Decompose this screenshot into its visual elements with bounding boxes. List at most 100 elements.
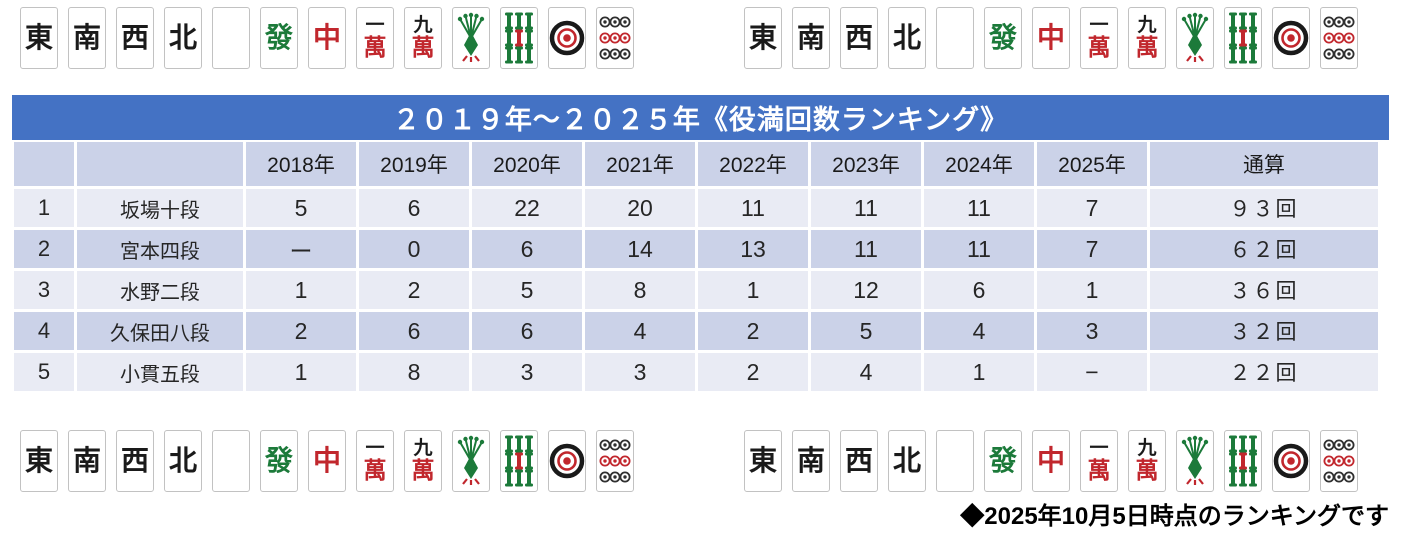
total-value: ６２回 [1150,230,1378,268]
year-value: ー [246,230,356,268]
year-value: 3 [1037,312,1147,350]
tile-white-dragon [936,430,974,492]
tile-west-wind: 西 [840,7,878,69]
footer-note: ◆2025年10月5日時点のランキングです [960,503,1389,530]
rank-cell: 4 [14,312,74,350]
tile-strip-bottom-right: 東南西北發中一萬九萬 [744,430,1358,492]
year-value: 2 [698,353,808,391]
tile-one-man: 一萬 [1080,7,1118,69]
total-value: ３２回 [1150,312,1378,350]
tile-one-sou [452,430,490,492]
column-header-2018: 2018年 [246,142,356,186]
year-value: 0 [359,230,469,268]
tile-west-wind: 西 [116,7,154,69]
rank-cell: 3 [14,271,74,309]
column-header-total: 通算 [1150,142,1378,186]
year-value: 6 [359,312,469,350]
year-value: 4 [924,312,1034,350]
tile-green-dragon: 發 [984,430,1022,492]
tile-one-pin [1272,7,1310,69]
tile-nine-sou [500,7,538,69]
rank-cell: 1 [14,189,74,227]
tile-white-dragon [212,430,250,492]
tile-east-wind: 東 [744,430,782,492]
tile-green-dragon: 發 [260,7,298,69]
column-header-2024: 2024年 [924,142,1034,186]
player-name: 久保田八段 [77,312,243,350]
total-value: ２２回 [1150,353,1378,391]
tile-red-dragon: 中 [1032,430,1070,492]
rank-cell: 2 [14,230,74,268]
year-value: 8 [359,353,469,391]
year-value: 5 [811,312,921,350]
tile-one-sou [1176,7,1214,69]
table-row: 4 久保田八段 2 6 6 4 2 5 4 3 ３２回 [14,312,1378,350]
tile-one-sou [1176,430,1214,492]
tile-one-pin [1272,430,1310,492]
year-value: 8 [585,271,695,309]
tile-west-wind: 西 [116,430,154,492]
column-header-2022: 2022年 [698,142,808,186]
year-value: 11 [811,230,921,268]
tile-red-dragon: 中 [308,7,346,69]
year-value: 11 [924,230,1034,268]
year-value: 14 [585,230,695,268]
tile-south-wind: 南 [68,430,106,492]
tile-north-wind: 北 [164,7,202,69]
rank-cell: 5 [14,353,74,391]
player-name: 水野二段 [77,271,243,309]
tile-nine-pin [1320,430,1358,492]
tile-one-man: 一萬 [356,7,394,69]
table-row: 1 坂場十段 5 6 22 20 11 11 11 7 ９３回 [14,189,1378,227]
tile-strip-top-left: 東南西北發中一萬九萬 [20,7,634,69]
tile-one-sou [452,7,490,69]
year-value: 7 [1037,189,1147,227]
tile-nine-sou [1224,7,1262,69]
ranking-table: 2018年 2019年 2020年 2021年 2022年 2023年 2024… [11,139,1381,394]
year-value: 20 [585,189,695,227]
tile-nine-pin [596,7,634,69]
year-value: 3 [472,353,582,391]
tile-nine-man: 九萬 [1128,7,1166,69]
title-bar: ２０１９年～２０２５年《役満回数ランキング》 [12,95,1389,140]
year-value: 1 [698,271,808,309]
year-value: 5 [246,189,356,227]
year-value: 1 [1037,271,1147,309]
total-value: ９３回 [1150,189,1378,227]
tile-white-dragon [212,7,250,69]
year-value: − [1037,353,1147,391]
year-value: 12 [811,271,921,309]
year-value: 6 [924,271,1034,309]
tile-white-dragon [936,7,974,69]
tile-nine-pin [596,430,634,492]
year-value: 4 [585,312,695,350]
tile-red-dragon: 中 [308,430,346,492]
year-value: 13 [698,230,808,268]
table-row: 2 宮本四段 ー 0 6 14 13 11 11 7 ６２回 [14,230,1378,268]
tile-one-man: 一萬 [1080,430,1118,492]
tile-strip-bottom-left: 東南西北發中一萬九萬 [20,430,634,492]
year-value: 6 [472,230,582,268]
table-row: 5 小貫五段 1 8 3 3 2 4 1 − ２２回 [14,353,1378,391]
player-name: 小貫五段 [77,353,243,391]
tile-red-dragon: 中 [1032,7,1070,69]
year-value: 6 [472,312,582,350]
page-title: ２０１９年～２０２５年《役満回数ランキング》 [392,105,1009,135]
player-name: 宮本四段 [77,230,243,268]
year-value: 2 [246,312,356,350]
tile-east-wind: 東 [744,7,782,69]
tile-south-wind: 南 [792,7,830,69]
tile-nine-man: 九萬 [404,430,442,492]
tile-north-wind: 北 [888,7,926,69]
tile-nine-sou [500,430,538,492]
column-header-name [77,142,243,186]
player-name: 坂場十段 [77,189,243,227]
tile-green-dragon: 發 [260,430,298,492]
tile-nine-man: 九萬 [1128,430,1166,492]
year-value: 2 [359,271,469,309]
total-value: ３６回 [1150,271,1378,309]
column-header-rank [14,142,74,186]
year-value: 7 [1037,230,1147,268]
tile-west-wind: 西 [840,430,878,492]
